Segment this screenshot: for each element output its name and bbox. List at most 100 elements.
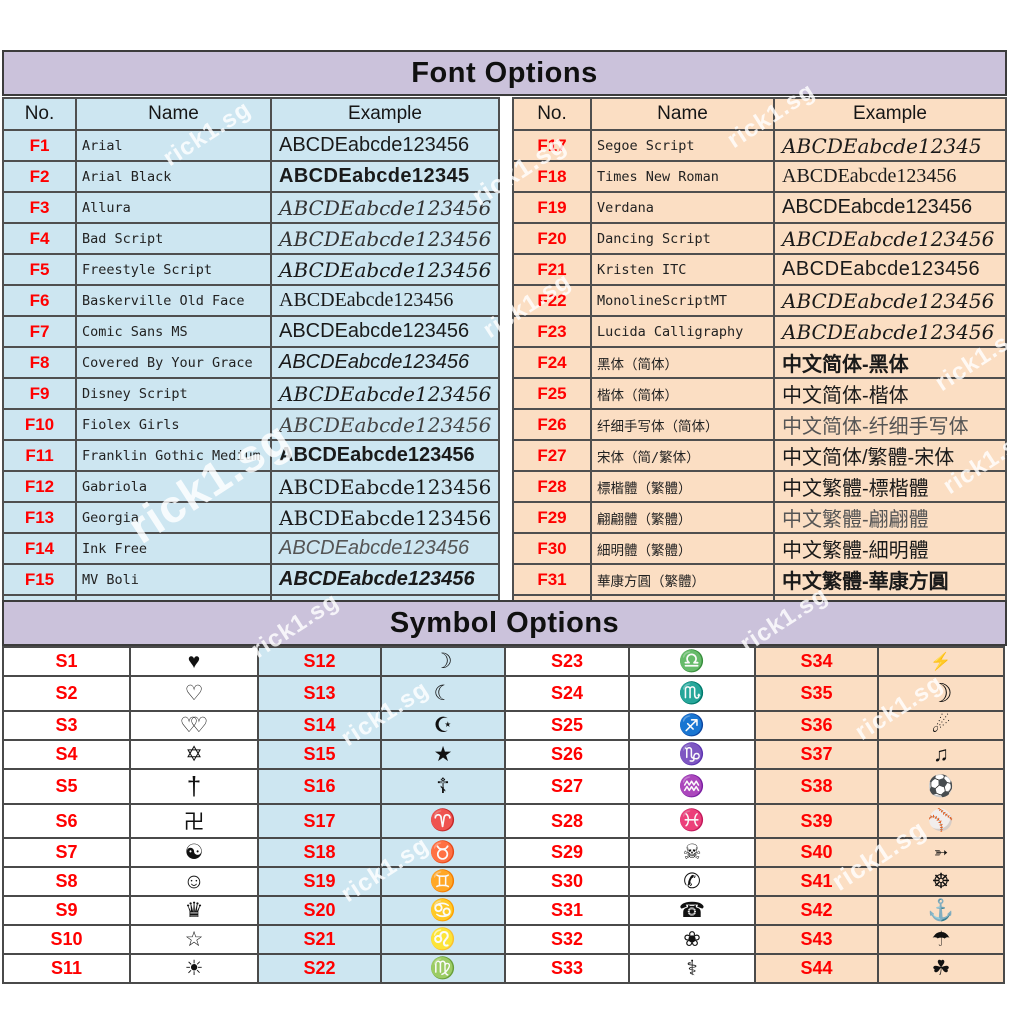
music-notes-icon: ♫ (877, 739, 1005, 770)
symbol-row: S10 ☆ S21 ♌ S32 ❀ S43 ☂ (2, 924, 1005, 955)
font-name: Fiolex Girls (75, 408, 272, 441)
font-row: F26 纤细手写体（简体） 中文简体-纤细手写体 (512, 408, 1007, 441)
font-no: F25 (512, 377, 592, 410)
font-name: 黑体（简体） (590, 346, 775, 379)
font-table-right: No. Name Example F17 Segoe Script ABCDEabc… (512, 97, 1007, 627)
umbrella-icon: ☂ (877, 924, 1005, 955)
black-heart-icon: ♥ (129, 646, 259, 677)
virgo-icon: ♍ (380, 953, 506, 984)
font-no: F7 (2, 315, 77, 348)
font-example: ABCDEabcde12345 (773, 129, 1007, 162)
symbol-table: S1 ♥ S12 ☽ S23 ♎ S34 ⚡ S2 ♡ S13 ☾ S24 ♏ S35 ☽ S3 ♡♡ S14 ☪ S2… (2, 646, 1005, 984)
font-example: 中文简体/繁體-宋体 (773, 439, 1007, 472)
symbol-no: S38 (754, 768, 879, 805)
font-no: F27 (512, 439, 592, 472)
font-name: 細明體（繁體） (590, 532, 775, 565)
font-options-title: Font Options (411, 56, 598, 89)
font-row: F2 Arial Black ABCDEabcde12345 (2, 160, 500, 193)
column-header-no: No. (512, 97, 592, 131)
font-example: ABCDEabcde123456 (270, 532, 500, 565)
symbol-row: S7 ☯ S18 ♉ S29 ☠ S40 ➳ (2, 837, 1005, 868)
swastika-icon: 卍 (129, 803, 259, 839)
font-options-header: Font Options (2, 50, 1007, 96)
symbol-no: S28 (504, 803, 630, 839)
black-star-icon: ★ (380, 739, 506, 770)
crescent-moon-icon: ☽ (380, 646, 506, 677)
column-header-example: Example (270, 97, 500, 131)
font-no: F6 (2, 284, 77, 317)
symbol-no: S24 (504, 675, 630, 712)
symbol-no: S23 (504, 646, 630, 677)
aries-icon: ♈ (380, 803, 506, 839)
font-example: 中文繁體-細明體 (773, 532, 1007, 565)
star-and-crescent-icon: ☪ (380, 710, 506, 741)
font-name: Freestyle Script (75, 253, 272, 286)
symbol-no: S17 (257, 803, 382, 839)
font-example: 中文繁體-華康方圓 (773, 563, 1007, 596)
font-example: 中文简体-楷体 (773, 377, 1007, 410)
font-no: F1 (2, 129, 77, 162)
font-row: F8 Covered By Your Grace ABCDEabcde123456 (2, 346, 500, 379)
font-row: F28 標楷體（繁體） 中文繁體-標楷體 (512, 470, 1007, 503)
symbol-no: S29 (504, 837, 630, 868)
font-example: ABCDEabcde123456 (773, 191, 1007, 224)
font-row: F20 Dancing Script ABCDEabcde123456 (512, 222, 1007, 255)
font-name: 華康方圓（繁體） (590, 563, 775, 596)
font-row: F10 Fiolex Girls ABCDEabcde123456 (2, 408, 500, 441)
font-name: Ink Free (75, 532, 272, 565)
font-no: F11 (2, 439, 77, 472)
font-no: F20 (512, 222, 592, 255)
symbol-row: S11 ☀ S22 ♍ S33 ⚕ S44 ☘ (2, 953, 1005, 984)
font-no: F22 (512, 284, 592, 317)
orthodox-cross-icon: ☦ (380, 768, 506, 805)
font-example: ABCDEabcde123456 (773, 284, 1007, 317)
crescent-moon-outline-icon: ☾ (380, 675, 506, 712)
font-example: ABCDEabcde123456 (270, 439, 500, 472)
pisces-icon: ♓ (628, 803, 756, 839)
font-row: F14 Ink Free ABCDEabcde123456 (2, 532, 500, 565)
font-row: F25 楷体（简体） 中文简体-楷体 (512, 377, 1007, 410)
symbol-no: S37 (754, 739, 879, 770)
symbol-row: S8 ☺ S19 ♊ S30 ✆ S41 ☸ (2, 866, 1005, 897)
font-example: ABCDEabcde123456 (773, 222, 1007, 255)
font-no: F9 (2, 377, 77, 410)
font-no: F10 (2, 408, 77, 441)
font-example: ABCDEabcde12345 (270, 160, 500, 193)
symbol-no: S39 (754, 803, 879, 839)
symbol-row: S2 ♡ S13 ☾ S24 ♏ S35 ☽ (2, 675, 1005, 712)
font-row: F15 MV Boli ABCDEabcde123456 (2, 563, 500, 596)
symbol-row: S1 ♥ S12 ☽ S23 ♎ S34 ⚡ (2, 646, 1005, 677)
symbol-no: S44 (754, 953, 879, 984)
font-no: F26 (512, 408, 592, 441)
symbol-no: S7 (2, 837, 131, 868)
symbol-no: S15 (257, 739, 382, 770)
font-example: ABCDEabcde123456 (773, 253, 1007, 286)
font-name: Verdana (590, 191, 775, 224)
symbol-no: S19 (257, 866, 382, 897)
cross-icon: † (129, 768, 259, 805)
font-row: F5 Freestyle Script ABCDEabcde123456 (2, 253, 500, 286)
font-row: F30 細明體（繁體） 中文繁體-細明體 (512, 532, 1007, 565)
symbol-no: S27 (504, 768, 630, 805)
font-no: F17 (512, 129, 592, 162)
font-name: Dancing Script (590, 222, 775, 255)
font-example: 中文繁體-標楷體 (773, 470, 1007, 503)
libra-icon: ♎ (628, 646, 756, 677)
symbol-no: S35 (754, 675, 879, 712)
font-example: 中文简体-纤细手写体 (773, 408, 1007, 441)
symbol-no: S20 (257, 895, 382, 926)
symbol-no: S16 (257, 768, 382, 805)
star-of-david-icon: ✡ (129, 739, 259, 770)
symbol-options-title: Symbol Options (389, 606, 620, 639)
soccer-ball-icon: ⚽ (877, 768, 1005, 805)
symbol-no: S32 (504, 924, 630, 955)
font-example: ABCDEabcde123456 (270, 501, 500, 534)
font-row: F11 Franklin Gothic Medium ABCDEabcde12345… (2, 439, 500, 472)
font-row: F31 華康方圓（繁體） 中文繁體-華康方圓 (512, 563, 1007, 596)
font-table-left: No. Name Example F1 Arial ABCDEabcde123456… (2, 97, 500, 627)
font-name: 標楷體（繁體） (590, 470, 775, 503)
symbol-no: S26 (504, 739, 630, 770)
font-no: F23 (512, 315, 592, 348)
font-no: F12 (2, 470, 77, 503)
